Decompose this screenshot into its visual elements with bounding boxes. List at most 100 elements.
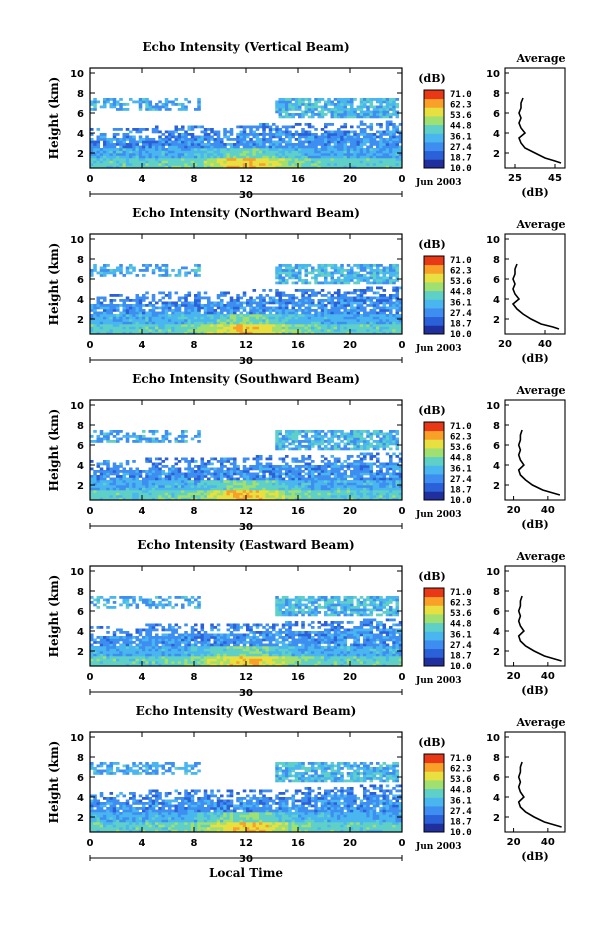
heatmap-cell — [103, 271, 107, 275]
heatmap-cell — [171, 467, 175, 471]
heatmap-cell — [268, 470, 273, 473]
heatmap-cell — [187, 465, 192, 468]
heatmap-cell — [112, 138, 117, 141]
heatmap-cell — [379, 138, 383, 141]
heatmap-cell — [304, 492, 309, 496]
heatmap-cell — [112, 470, 117, 473]
heatmap-cell — [252, 135, 257, 139]
heatmap-cell — [164, 472, 169, 476]
heatmap-cell — [255, 462, 260, 466]
heatmap-cell — [158, 165, 162, 169]
heatmap-cell — [122, 135, 127, 139]
heatmap-cell — [112, 271, 117, 275]
heatmap-cell — [181, 477, 185, 481]
heatmap-cell — [210, 472, 214, 476]
heatmap-cell — [135, 495, 140, 498]
heatmap-cell — [252, 158, 257, 161]
heatmap-cell — [363, 140, 367, 144]
heatmap-cell — [229, 309, 234, 312]
heatmap-cell — [145, 485, 149, 488]
heatmap-cell — [311, 324, 315, 327]
heatmap-cell — [249, 477, 253, 481]
heatmap-cell — [158, 462, 162, 466]
heatmap-cell — [148, 457, 153, 461]
heatmap-cell — [350, 314, 354, 317]
heatmap-cell — [236, 135, 240, 139]
heatmap-cell — [220, 462, 224, 466]
heatmap-cell — [239, 125, 244, 129]
heatmap-cell — [233, 497, 237, 501]
heatmap-cell — [168, 135, 172, 139]
chart-panel: Echo Intensity (Southward Beam) 2 4 6 8 10 Hei… — [0, 372, 616, 540]
heatmap-cell — [337, 437, 341, 441]
heatmap-cell — [356, 160, 361, 164]
heatmap-cell — [90, 269, 94, 272]
heatmap-cell — [203, 490, 208, 493]
heatmap-cell — [96, 482, 101, 486]
heatmap-cell — [112, 158, 117, 161]
heatmap-cell — [372, 133, 377, 136]
heatmap-cell — [119, 108, 123, 111]
heatmap-cell — [395, 291, 400, 295]
heatmap-cell — [278, 279, 283, 282]
heatmap-cell — [275, 158, 279, 161]
heatmap-cell — [233, 460, 237, 463]
heatmap-cell — [307, 314, 312, 317]
heatmap-cell — [135, 477, 140, 481]
heatmap-cell — [164, 103, 169, 106]
heatmap-cell — [96, 143, 101, 146]
heatmap-cell — [151, 490, 156, 493]
heatmap-cell — [207, 311, 211, 315]
heatmap-cell — [145, 108, 149, 111]
heatmap-cell — [249, 314, 253, 317]
heatmap-cell — [125, 495, 130, 498]
heatmap-cell — [346, 103, 351, 106]
heatmap-cell — [340, 497, 344, 501]
heatmap-cell — [268, 490, 273, 493]
heatmap-cell — [210, 148, 214, 151]
heatmap-cell — [311, 143, 315, 146]
heatmap-cell — [252, 324, 257, 327]
heatmap-cell — [223, 158, 227, 161]
heatmap-cell — [106, 163, 110, 166]
heatmap-cell — [288, 269, 292, 272]
heatmap-cell — [96, 148, 101, 151]
heatmap-cell — [249, 138, 253, 141]
heatmap-cell — [275, 321, 279, 325]
heatmap-cell — [307, 495, 312, 498]
heatmap-cell — [320, 314, 325, 317]
heatmap-cell — [379, 115, 383, 119]
heatmap-cell — [259, 304, 263, 307]
heatmap-cell — [145, 492, 149, 496]
heatmap-cell — [346, 490, 351, 493]
heatmap-cell — [389, 274, 393, 277]
heatmap-cell — [194, 475, 198, 478]
heatmap-cell — [327, 465, 331, 468]
heatmap-cell — [343, 155, 348, 159]
heatmap-cell — [210, 490, 214, 493]
heatmap-cell — [236, 319, 240, 322]
heatmap-cell — [350, 155, 354, 159]
heatmap-cell — [207, 148, 211, 151]
heatmap-cell — [317, 311, 322, 315]
heatmap-cell — [311, 113, 315, 116]
heatmap-cell — [340, 281, 344, 285]
heatmap-cell — [304, 160, 309, 164]
heatmap-cell — [223, 148, 227, 151]
heatmap-cell — [249, 497, 253, 501]
heatmap-cell — [171, 314, 175, 317]
heatmap-cell — [343, 294, 348, 297]
average-frame — [504, 67, 566, 169]
heatmap-cell — [350, 329, 354, 332]
heatmap-cell — [369, 150, 374, 154]
heatmap-cell — [298, 467, 302, 471]
heatmap-cell — [116, 437, 120, 441]
heatmap-cell — [194, 143, 198, 146]
heatmap-cell — [122, 477, 127, 481]
heatmap-cell — [138, 309, 143, 312]
heatmap-cell — [291, 274, 296, 277]
heatmap-cell — [281, 100, 286, 104]
heatmap-cell — [311, 460, 315, 463]
heatmap-cell — [294, 274, 299, 277]
heatmap-cell — [99, 306, 104, 310]
